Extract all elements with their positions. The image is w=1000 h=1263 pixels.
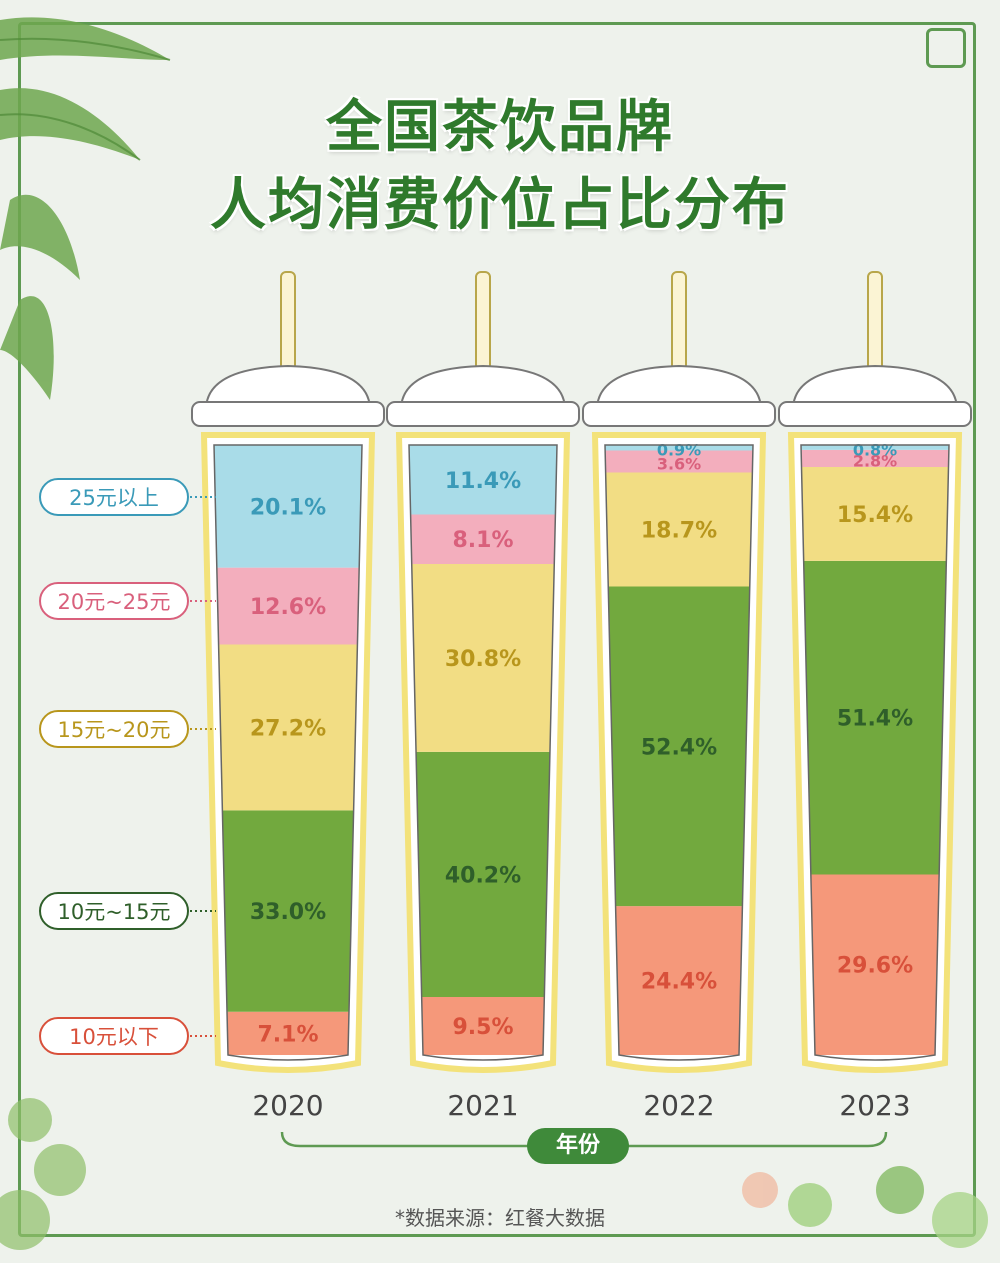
- page-frame: [18, 22, 976, 1237]
- bar-segment-2023-3: [801, 449, 949, 467]
- data-label: 3.6%: [657, 454, 701, 473]
- bar-segment-2021-0: [421, 997, 545, 1055]
- cup-2022: 24.4% 52.4% 18.7% 3.6%0.9% 2022: [582, 271, 776, 1122]
- cup-lid-rim: [582, 401, 776, 427]
- data-label: 52.4%: [641, 735, 717, 760]
- cup-lid: [595, 364, 763, 409]
- data-label: 2.8%: [853, 451, 897, 470]
- source-note: *数据来源：红餐大数据: [395, 1206, 605, 1230]
- cup-lid-rim: [386, 401, 580, 427]
- data-label: 9.5%: [452, 1015, 513, 1040]
- flower-decoration-right: [742, 1166, 988, 1248]
- cup-2021: 9.5% 40.2% 30.8% 8.1% 11.4% 2021: [386, 271, 580, 1122]
- bar-segment-2022-3: [605, 450, 753, 473]
- legend-item: 20元~25元: [39, 582, 216, 620]
- bar-segment-2023-4: [801, 445, 949, 450]
- straw: [867, 271, 883, 373]
- legend-label: 20元~25元: [57, 590, 170, 614]
- data-label: 15.4%: [837, 503, 913, 528]
- data-label: 33.0%: [250, 900, 326, 925]
- straw: [671, 271, 687, 373]
- legend-label: 10元~15元: [57, 900, 170, 924]
- data-label: 18.7%: [641, 518, 717, 543]
- legend-pill: [39, 582, 189, 620]
- legend-label: 25元以上: [69, 486, 159, 510]
- x-tick-label: 2023: [839, 1089, 910, 1122]
- data-label: 51.4%: [837, 707, 913, 732]
- cup-2023: 29.6% 51.4% 15.4% 2.8%0.8% 2023: [778, 271, 972, 1122]
- straw: [475, 271, 491, 373]
- flower-decoration-left: [0, 1098, 86, 1250]
- chart-title-line1: 全国茶饮品牌: [326, 95, 674, 160]
- bar-segment-2020-0: [227, 1011, 349, 1055]
- legend-item: 15元~20元: [39, 710, 216, 748]
- bar-segment-2022-0: [615, 906, 743, 1055]
- x-tick-label: 2020: [252, 1089, 323, 1122]
- bar-segment-2022-1: [608, 586, 750, 907]
- legend-pill: [39, 1017, 189, 1055]
- bar-segment-2023-0: [810, 874, 940, 1055]
- bar-segment-2023-2: [801, 466, 949, 561]
- legend-label: 15元~20元: [57, 718, 170, 742]
- palm-leaves-decoration: [0, 17, 171, 400]
- data-label: 11.4%: [445, 469, 521, 494]
- data-label: 8.1%: [452, 528, 513, 553]
- bar-segment-2023-1: [803, 560, 947, 875]
- bar-segment-2020-3: [216, 567, 360, 645]
- data-label: 24.4%: [641, 970, 717, 995]
- cup-outline: [800, 444, 950, 1061]
- data-label: 30.8%: [445, 647, 521, 672]
- cup-lid: [791, 364, 959, 409]
- cup-lid: [399, 364, 567, 409]
- data-label: 27.2%: [250, 716, 326, 741]
- data-label: 20.1%: [250, 495, 326, 520]
- bar-segment-2021-1: [416, 751, 550, 998]
- data-label: 12.6%: [250, 595, 326, 620]
- cup-outline: [604, 444, 754, 1061]
- x-tick-label: 2022: [643, 1089, 714, 1122]
- legend-item: 10元~15元: [39, 892, 216, 930]
- bar-segment-2020-1: [222, 810, 354, 1012]
- legend-label: 10元以下: [69, 1025, 159, 1049]
- straw: [280, 271, 296, 373]
- cup-outline: [408, 444, 558, 1061]
- data-label: 29.6%: [837, 954, 913, 979]
- legend-item: 10元以下: [39, 1017, 216, 1055]
- cup-lid: [204, 364, 372, 409]
- chart-title-line2: 人均消费价位占比分布: [210, 173, 790, 238]
- data-label: 0.9%: [657, 441, 701, 460]
- cup-lid-rim: [778, 401, 972, 427]
- legend-pill: [39, 710, 189, 748]
- legend-item: 25元以上: [39, 478, 216, 516]
- bar-segment-2022-4: [605, 445, 753, 451]
- legend-pill: [39, 892, 189, 930]
- bar-segment-2021-3: [410, 514, 556, 564]
- cup-outline: [213, 444, 363, 1061]
- data-label: 0.8%: [853, 440, 897, 459]
- legend-pill: [39, 478, 189, 516]
- bar-segment-2020-4: [214, 445, 362, 568]
- corner-ornament: [926, 28, 966, 68]
- bar-segment-2021-2: [411, 563, 555, 752]
- x-axis-label: 年份: [527, 1128, 629, 1164]
- data-label: 7.1%: [257, 1022, 318, 1047]
- cup-2020: 7.1% 33.0% 27.2% 12.6% 20.1% 2020: [191, 271, 385, 1122]
- data-label: 40.2%: [445, 863, 521, 888]
- bar-segment-2020-2: [218, 644, 358, 811]
- x-tick-label: 2021: [447, 1089, 518, 1122]
- bar-segment-2022-2: [605, 472, 753, 587]
- bar-segment-2021-4: [409, 445, 557, 515]
- cup-lid-rim: [191, 401, 385, 427]
